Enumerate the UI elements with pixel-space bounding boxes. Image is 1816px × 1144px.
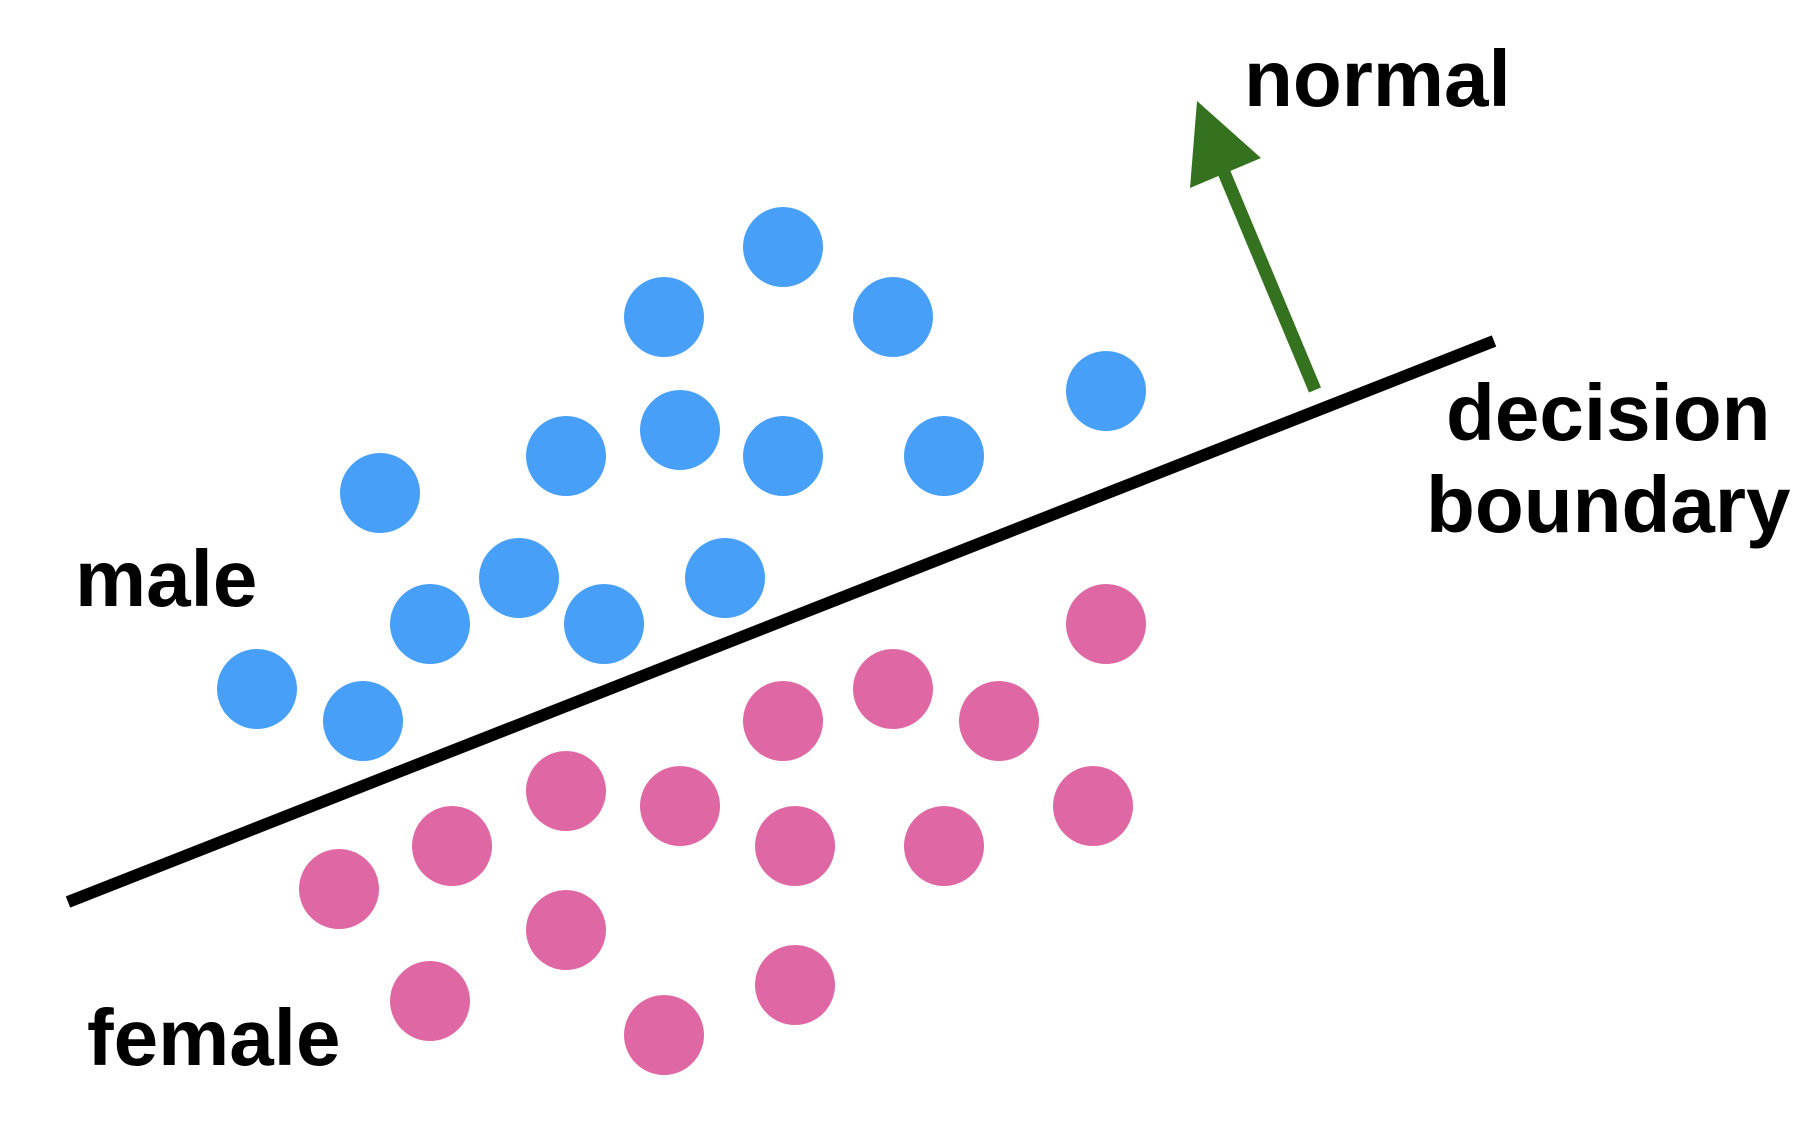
female-point — [390, 961, 470, 1041]
normal-arrowhead — [1190, 101, 1261, 188]
male-point — [323, 681, 403, 761]
female-points — [299, 584, 1146, 1075]
male-point — [904, 416, 984, 496]
female-point — [853, 649, 933, 729]
male-point — [390, 584, 470, 664]
male-label: male — [75, 534, 257, 623]
male-points — [217, 207, 1146, 761]
female-point — [526, 890, 606, 970]
female-point — [1053, 766, 1133, 846]
normal-label: normal — [1244, 34, 1511, 123]
female-point — [743, 681, 823, 761]
decision-boundary-line — [65, 335, 1497, 908]
male-point — [743, 416, 823, 496]
female-label: female — [87, 993, 340, 1082]
female-point — [1066, 584, 1146, 664]
male-point — [640, 390, 720, 470]
female-point — [412, 806, 492, 886]
male-point — [526, 416, 606, 496]
male-point — [340, 453, 420, 533]
decision-label-line2: boundary — [1426, 460, 1791, 549]
decision-label-line1: decision — [1446, 368, 1771, 457]
male-point — [564, 584, 644, 664]
female-point — [640, 766, 720, 846]
female-point — [959, 681, 1039, 761]
male-point — [685, 538, 765, 618]
male-point — [217, 649, 297, 729]
female-point — [904, 806, 984, 886]
female-point — [526, 751, 606, 831]
male-point — [1066, 351, 1146, 431]
male-point — [479, 538, 559, 618]
male-point — [853, 277, 933, 357]
male-point — [624, 277, 704, 357]
female-point — [755, 806, 835, 886]
female-point — [755, 945, 835, 1025]
female-point — [299, 849, 379, 929]
male-point — [743, 207, 823, 287]
normal-arrow-icon — [1190, 101, 1321, 393]
normal-arrow-shaft — [1217, 167, 1321, 393]
female-point — [624, 995, 704, 1075]
